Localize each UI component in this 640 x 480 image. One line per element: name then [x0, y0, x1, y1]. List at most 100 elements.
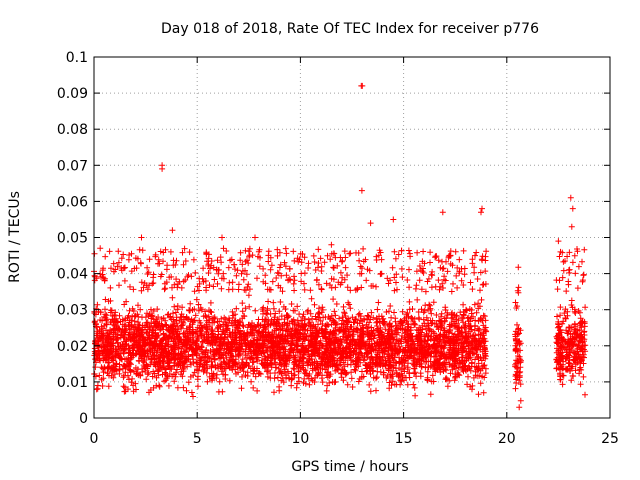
y-tick-label: 0.09	[57, 86, 88, 102]
data-point	[315, 281, 322, 288]
data-point	[467, 367, 474, 374]
data-point	[318, 286, 325, 293]
data-point	[169, 294, 176, 301]
data-point	[482, 350, 489, 357]
data-point	[477, 354, 484, 361]
data-point	[148, 355, 155, 362]
data-point	[157, 273, 164, 280]
data-point	[239, 373, 245, 380]
data-point	[103, 327, 110, 334]
x-axis-label: GPS time / hours	[291, 459, 408, 475]
data-point	[215, 331, 222, 338]
data-point	[443, 375, 450, 381]
data-point	[204, 378, 211, 385]
data-point	[427, 317, 434, 324]
data-point	[395, 340, 402, 347]
data-point	[388, 382, 395, 389]
data-point	[287, 347, 293, 354]
data-point	[554, 286, 561, 293]
data-point	[185, 335, 192, 342]
data-point	[234, 267, 241, 274]
data-point	[198, 344, 205, 351]
data-point	[323, 323, 330, 330]
data-point	[120, 251, 127, 258]
data-point	[327, 256, 334, 263]
data-point	[149, 312, 156, 319]
data-point	[116, 347, 123, 353]
data-point	[456, 256, 463, 263]
data-point	[116, 366, 123, 373]
data-point	[459, 360, 466, 367]
data-point	[411, 340, 418, 347]
data-point	[469, 286, 476, 293]
data-point	[416, 263, 423, 269]
data-point	[279, 375, 286, 382]
data-point	[202, 308, 209, 315]
data-point	[217, 343, 224, 350]
data-point	[244, 373, 251, 379]
data-point	[140, 348, 147, 355]
data-point	[121, 277, 128, 284]
data-point	[265, 258, 272, 265]
data-point	[252, 307, 259, 314]
data-point	[168, 273, 175, 280]
data-point	[146, 256, 153, 263]
data-point	[328, 241, 335, 248]
data-point	[245, 281, 252, 288]
data-point	[373, 360, 380, 367]
data-point	[290, 307, 297, 314]
data-point	[132, 380, 139, 387]
data-point	[304, 308, 311, 315]
data-point	[270, 305, 277, 312]
data-point	[336, 328, 343, 335]
data-point	[245, 260, 252, 267]
data-point	[293, 384, 300, 391]
data-point	[138, 287, 145, 294]
data-point	[354, 327, 361, 334]
data-point	[107, 297, 114, 304]
data-point	[475, 318, 482, 325]
data-point	[413, 282, 420, 289]
data-point	[209, 377, 215, 384]
data-point	[283, 250, 290, 257]
data-point	[472, 252, 478, 259]
data-point	[384, 351, 391, 358]
data-point	[280, 379, 287, 386]
data-point	[565, 278, 572, 285]
data-point	[346, 301, 353, 308]
data-point	[208, 339, 215, 346]
data-point	[195, 307, 202, 314]
data-point	[282, 263, 289, 270]
data-point	[442, 304, 449, 311]
data-point	[248, 322, 255, 329]
data-point	[313, 277, 320, 284]
data-point	[242, 247, 249, 254]
data-point	[319, 321, 326, 327]
data-point	[439, 265, 446, 272]
data-point	[164, 373, 171, 380]
data-point	[481, 335, 488, 342]
data-point	[348, 369, 355, 376]
data-point	[274, 269, 281, 276]
data-point	[173, 257, 180, 264]
data-point	[265, 298, 272, 305]
data-point	[345, 328, 352, 335]
data-point	[105, 383, 112, 390]
data-point	[314, 346, 321, 352]
y-tick-label: 0.03	[57, 303, 88, 319]
data-point	[268, 360, 275, 367]
data-point	[387, 303, 394, 309]
data-point	[406, 266, 412, 273]
data-point	[290, 280, 297, 287]
data-point	[318, 342, 325, 348]
data-point	[311, 259, 318, 265]
data-point	[156, 383, 163, 390]
data-point	[320, 314, 327, 321]
data-point	[256, 370, 263, 377]
data-point	[210, 330, 216, 337]
data-point	[149, 373, 156, 380]
data-point	[150, 280, 157, 286]
data-point	[325, 322, 332, 329]
data-point	[458, 265, 465, 272]
data-point	[385, 340, 392, 347]
